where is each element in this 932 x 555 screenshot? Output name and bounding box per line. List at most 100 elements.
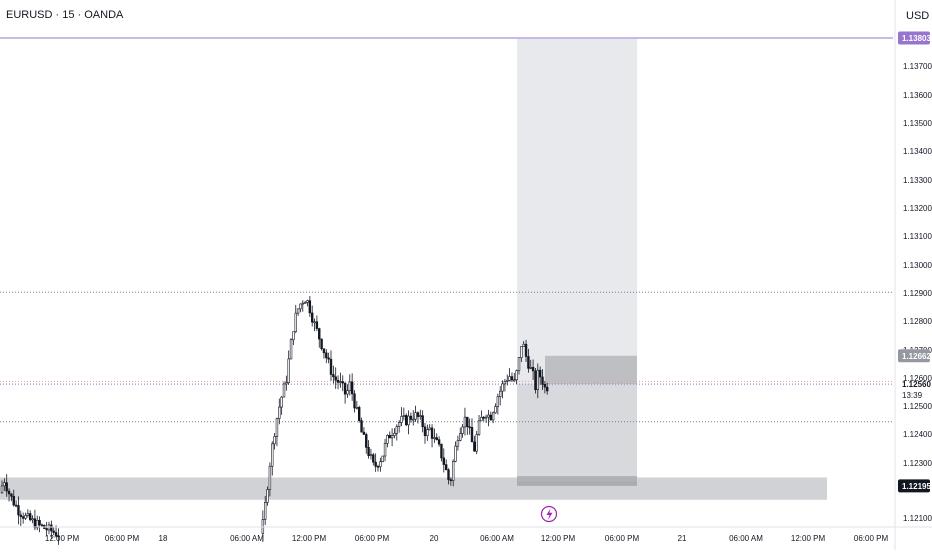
x-tick-label: 06:00 AM xyxy=(230,534,264,543)
candle xyxy=(271,443,274,467)
candle xyxy=(388,434,391,439)
candle xyxy=(308,300,312,314)
candle xyxy=(442,457,445,465)
candle xyxy=(426,429,429,437)
y-tick-label: 1.13300 xyxy=(903,176,932,185)
candle xyxy=(285,382,288,385)
candle xyxy=(454,445,457,462)
candle xyxy=(372,454,375,463)
candle xyxy=(350,381,354,395)
candle xyxy=(527,356,530,369)
currency-label[interactable]: USD xyxy=(906,10,930,22)
candle xyxy=(515,370,518,381)
candle xyxy=(339,381,342,383)
y-tick-label: 1.13700 xyxy=(903,62,932,71)
candle xyxy=(430,427,434,439)
candle xyxy=(487,414,490,418)
price-label: 1.13803 xyxy=(902,34,931,43)
x-tick-label: 06:00 PM xyxy=(854,534,889,543)
candle xyxy=(484,416,488,419)
candle xyxy=(28,513,32,521)
candle xyxy=(306,300,309,303)
x-tick-label: 06:00 PM xyxy=(605,534,640,543)
candle xyxy=(36,519,39,529)
y-tick-label: 1.13500 xyxy=(903,119,932,128)
candle xyxy=(402,415,406,417)
candle xyxy=(459,433,462,441)
candle xyxy=(329,358,333,375)
symbol-title[interactable]: EURUSD · 15 · OANDA xyxy=(6,9,124,21)
projection-base-bar xyxy=(517,476,637,486)
y-tick-label: 1.13100 xyxy=(903,232,932,241)
candle xyxy=(278,406,281,419)
candle xyxy=(40,524,44,527)
candle xyxy=(480,416,483,422)
candle xyxy=(501,383,504,392)
price-label-bg xyxy=(898,31,930,45)
candle xyxy=(419,415,422,417)
candle xyxy=(31,518,34,521)
candle xyxy=(294,312,297,333)
x-tick-label: 06:00 PM xyxy=(355,534,390,543)
candle xyxy=(466,416,469,428)
candle xyxy=(470,427,474,443)
candle xyxy=(449,479,453,481)
price-label: 1.12195 xyxy=(902,482,931,491)
y-tick-label: 1.12100 xyxy=(903,514,932,523)
candle xyxy=(440,443,443,459)
candle xyxy=(393,433,396,436)
candle xyxy=(503,380,507,385)
candle xyxy=(541,376,544,385)
candle xyxy=(395,426,398,434)
candle xyxy=(538,369,542,378)
candle xyxy=(21,516,25,519)
candle xyxy=(461,426,464,434)
position-box xyxy=(545,355,637,385)
candle xyxy=(296,308,300,314)
candle xyxy=(379,461,382,468)
candle xyxy=(498,390,502,398)
candle xyxy=(33,518,37,529)
candle xyxy=(282,383,286,398)
price-label-bg xyxy=(898,479,930,493)
y-tick-label: 1.12300 xyxy=(903,459,932,468)
candle xyxy=(332,374,335,378)
candle xyxy=(409,415,413,420)
candle xyxy=(17,505,20,516)
candle xyxy=(365,434,368,448)
candle xyxy=(451,461,455,481)
candle xyxy=(19,514,22,517)
x-tick-label: 20 xyxy=(430,534,439,543)
candle xyxy=(348,381,351,391)
lightning-icon-glyph xyxy=(546,508,553,520)
candle xyxy=(353,393,356,409)
candle xyxy=(477,420,481,435)
candle xyxy=(376,466,380,468)
candle xyxy=(414,412,417,420)
x-tick-label: 06:00 AM xyxy=(480,534,514,543)
price-label: 1.12560 xyxy=(902,380,931,389)
candle xyxy=(45,528,48,531)
candle xyxy=(273,436,276,445)
candle xyxy=(292,331,295,341)
candle xyxy=(381,455,384,462)
x-tick-label: 12:00 PM xyxy=(791,534,826,543)
candle xyxy=(360,420,363,433)
candle xyxy=(416,412,420,417)
candle xyxy=(397,422,401,427)
candle xyxy=(520,346,523,358)
x-tick-label: 12:00 PM xyxy=(541,534,576,543)
candle xyxy=(336,379,340,383)
y-tick-label: 1.12800 xyxy=(903,317,932,326)
candle xyxy=(310,312,314,323)
y-tick-label: 1.12900 xyxy=(903,289,932,298)
candle xyxy=(313,321,316,324)
candle xyxy=(362,431,366,435)
candle xyxy=(266,489,269,503)
price-label-bg xyxy=(898,349,930,363)
candle xyxy=(428,427,431,431)
candle xyxy=(524,343,528,357)
y-tick-label: 1.13400 xyxy=(903,147,932,156)
